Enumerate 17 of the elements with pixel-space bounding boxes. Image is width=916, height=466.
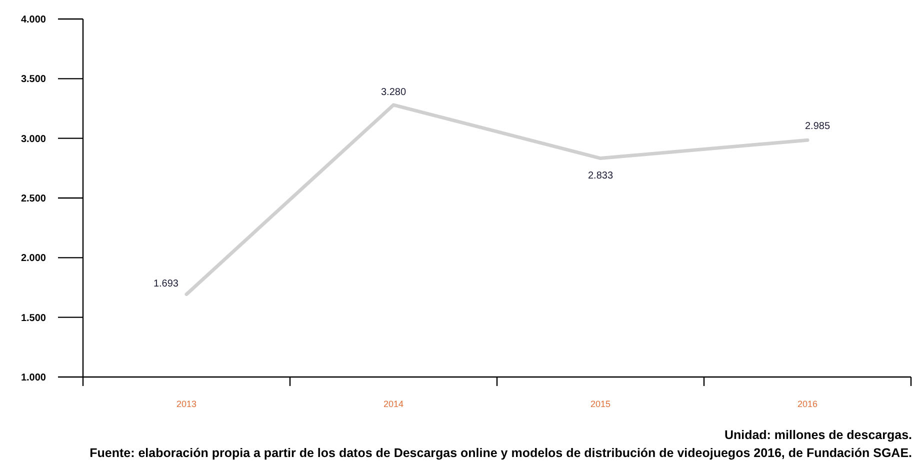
source-note: Fuente: elaboración propia a partir de los datos de Descargas online y modelos de distribución de videojuegos 2016, de Fundación SGAE. [88,445,912,462]
data-label: 1.693 [153,278,179,290]
data-label: 3.280 [380,86,406,98]
data-label: 2.833 [588,170,614,182]
x-tick-label: 2016 [797,399,818,409]
y-tick-label: 2.000 [20,253,46,264]
text: Unidad: millones de descargas. [723,427,912,444]
y-tick-label: 4.000 [20,14,46,26]
y-tick-label: 1.000 [20,372,46,384]
x-tick-label: 2015 [590,399,611,409]
data-label: 2.985 [804,121,830,132]
x-tick-label: 2013 [176,399,197,409]
y-tick-label: 1.500 [20,312,46,324]
y-tick-label: 3.500 [20,74,46,86]
y-tick-label: 3.000 [20,134,46,145]
x-tick-label: 2014 [383,399,404,409]
y-tick-label: 2.500 [20,194,46,205]
